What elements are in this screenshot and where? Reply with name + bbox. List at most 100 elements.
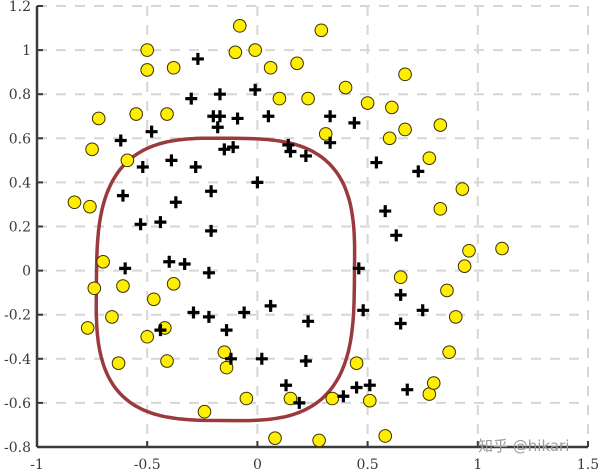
negative-point-marker <box>433 202 448 216</box>
positive-point-plus-icon <box>251 176 264 189</box>
positive-point-plus-icon <box>187 306 200 319</box>
negative-point-marker <box>440 283 454 298</box>
negative-point-marker <box>129 107 143 121</box>
y-tick-label: 1 <box>22 43 31 59</box>
positive-point-plus-icon <box>238 306 251 319</box>
positive-point-plus-icon <box>249 83 262 96</box>
y-tick-label: 1.2 <box>9 0 31 15</box>
axes <box>35 5 589 449</box>
positive-point-plus-icon <box>163 255 176 268</box>
negative-point-marker <box>338 80 353 95</box>
positive-point-plus-icon <box>154 216 167 229</box>
y-tick-label: -0.8 <box>4 440 31 456</box>
negative-point-marker <box>140 329 154 344</box>
y-tick-label: -0.2 <box>4 308 31 324</box>
positive-point-plus-icon <box>119 262 132 275</box>
negative-point-marker <box>290 56 304 71</box>
positive-point-plus-icon <box>114 134 127 147</box>
y-tick-label: -0.4 <box>4 352 31 368</box>
negative-point-marker <box>398 67 412 82</box>
negative-point-marker <box>263 60 278 75</box>
positive-point-plus-icon <box>189 160 202 173</box>
negative-point-marker <box>433 118 448 132</box>
positive-point-plus-icon <box>324 136 337 149</box>
y-tick-label: 0 <box>22 264 31 280</box>
negative-point-marker <box>385 100 399 115</box>
positive-point-plus-icon <box>224 352 237 365</box>
positive-point-plus-icon <box>169 196 182 209</box>
positive-point-plus-icon <box>202 266 215 279</box>
positive-point-plus-icon <box>116 189 129 202</box>
positive-point-plus-icon <box>293 396 306 409</box>
negative-point-marker <box>393 270 408 285</box>
negative-point-marker <box>457 259 472 273</box>
negative-point-marker <box>91 111 106 126</box>
x-tick-label: -0.5 <box>134 457 161 473</box>
positive-point-plus-icon <box>284 145 297 158</box>
positive-point-plus-icon <box>213 88 226 101</box>
positive-point-plus-icon <box>299 149 312 162</box>
positive-point-plus-icon <box>178 257 191 270</box>
negative-point-marker <box>160 107 174 121</box>
negative-point-marker <box>360 96 375 110</box>
decision-boundary-curve <box>94 136 357 423</box>
negative-point-marker <box>422 151 437 165</box>
positive-point-plus-icon <box>352 262 365 275</box>
positive-point-plus-icon <box>211 121 224 134</box>
positive-class-markers <box>114 52 429 409</box>
negative-point-marker <box>455 182 470 196</box>
positive-point-plus-icon <box>165 154 178 167</box>
negative-point-marker <box>83 199 97 214</box>
positive-point-plus-icon <box>231 112 244 125</box>
positive-point-plus-icon <box>264 299 277 312</box>
negative-point-marker <box>166 277 181 291</box>
negative-point-marker <box>398 122 412 137</box>
positive-point-plus-icon <box>302 315 315 328</box>
positive-point-plus-icon <box>205 185 218 198</box>
negative-point-marker <box>87 281 102 296</box>
negative-point-marker <box>462 243 476 258</box>
positive-point-plus-icon <box>145 125 158 138</box>
negative-point-marker <box>80 321 95 335</box>
negative-point-marker <box>228 45 243 60</box>
negative-point-marker <box>120 153 135 168</box>
negative-point-marker <box>105 310 119 324</box>
negative-point-marker <box>67 195 82 210</box>
positive-point-plus-icon <box>255 352 268 365</box>
positive-point-plus-icon <box>154 324 167 337</box>
y-tick-label: -0.6 <box>4 396 31 412</box>
negative-point-marker <box>232 19 247 33</box>
y-tick-label: 0.4 <box>9 175 31 191</box>
positive-point-plus-icon <box>280 379 293 392</box>
positive-point-plus-icon <box>370 156 383 169</box>
negative-point-marker <box>111 356 126 371</box>
positive-point-plus-icon <box>185 92 198 105</box>
negative-point-marker <box>314 23 329 38</box>
positive-point-plus-icon <box>379 205 392 218</box>
x-tick-label: 1 <box>473 457 482 473</box>
positive-point-plus-icon <box>394 317 407 330</box>
negative-point-marker <box>442 345 456 359</box>
negative-point-marker <box>349 356 364 371</box>
positive-point-plus-icon <box>412 165 425 178</box>
negative-point-marker <box>301 91 315 106</box>
positive-point-plus-icon <box>227 141 240 154</box>
positive-point-plus-icon <box>191 52 204 65</box>
negative-point-marker <box>239 391 254 406</box>
x-tick-label: 0.5 <box>356 457 378 473</box>
y-tick-label: 0.6 <box>9 131 31 147</box>
negative-point-marker <box>217 345 232 359</box>
negative-point-marker <box>96 254 110 269</box>
negative-point-marker <box>166 60 181 75</box>
x-tick-label: 0 <box>253 457 262 473</box>
negative-point-marker <box>85 142 99 157</box>
positive-point-plus-icon <box>262 110 275 123</box>
tick-labels: -0.8 -0.6 -0.4 -0.2 0 0.2 0.4 0.6 0.8 1 1.2 -1 -0.5 0… <box>4 0 599 473</box>
positive-point-plus-icon <box>136 160 149 173</box>
positive-point-plus-icon <box>205 224 218 237</box>
negative-point-marker <box>363 393 377 408</box>
positive-point-plus-icon <box>220 324 233 337</box>
negative-point-marker <box>378 429 393 443</box>
positive-point-plus-icon <box>134 218 147 231</box>
positive-point-plus-icon <box>218 143 231 156</box>
